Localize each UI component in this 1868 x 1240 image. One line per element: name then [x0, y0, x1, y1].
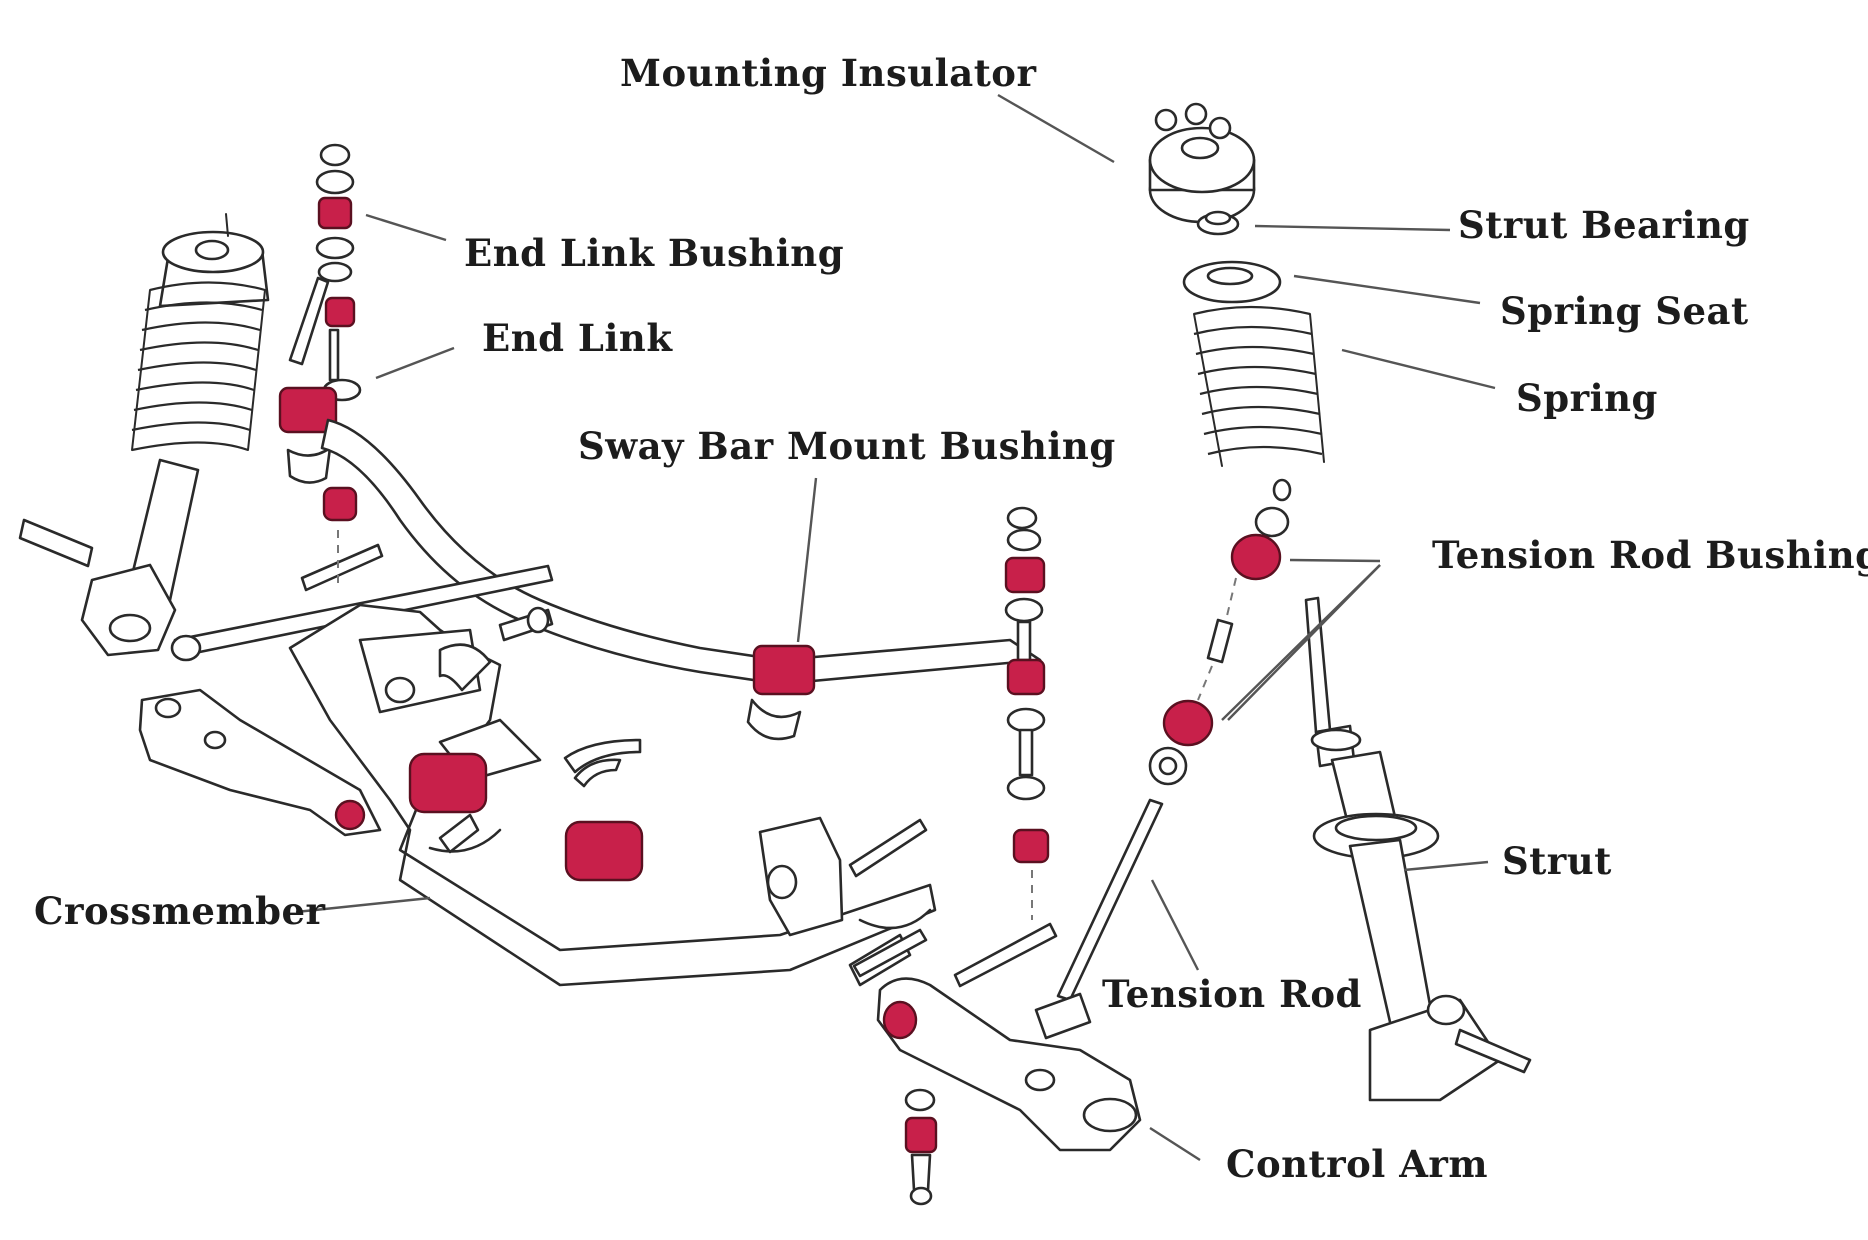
label-tension-rod-bushings: Tension Rod Bushings — [1432, 533, 1868, 577]
sway-bar-mount-bushing-right — [752, 644, 816, 696]
bolt-center — [953, 922, 1058, 988]
tension-rod-bushing-stack — [1148, 478, 1292, 786]
tension-rod-bushing-lower — [1162, 699, 1214, 747]
end-link-bushing-lower — [324, 296, 356, 328]
label-crossmember: Crossmember — [34, 889, 326, 933]
left-control-arm — [138, 688, 382, 837]
end-link-bushing-right-lower — [1006, 658, 1046, 696]
crossmember-bushing-right — [564, 820, 644, 882]
left-strut-assembly — [18, 213, 270, 657]
right-strut-top-stack — [1148, 102, 1325, 467]
end-link-bushing-right-upper — [1004, 556, 1046, 594]
label-tension-rod: Tension Rod — [1102, 972, 1362, 1016]
right-control-arm — [876, 977, 1142, 1152]
crossmember-bushing-left — [408, 752, 488, 814]
label-mounting-insulator: Mounting Insulator — [620, 51, 1037, 95]
label-end-link: End Link — [482, 316, 673, 360]
label-strut: Strut — [1502, 839, 1612, 883]
end-link-bushing-right-bottom — [1012, 828, 1050, 864]
label-spring-seat: Spring Seat — [1500, 289, 1749, 333]
end-link-bushing-upper — [317, 196, 353, 230]
label-control-arm: Control Arm — [1226, 1142, 1489, 1186]
ball-joint-bushing — [904, 1116, 938, 1154]
bolt-lower — [852, 928, 928, 978]
tension-rod-part — [1034, 798, 1164, 1040]
sway-bar-left-mount-bushing — [278, 386, 338, 434]
label-sway-bar-mount-bushing: Sway Bar Mount Bushing — [578, 424, 1116, 468]
right-end-link-stack — [1004, 506, 1050, 864]
label-strut-bearing: Strut Bearing — [1458, 203, 1750, 247]
right-strut-body — [1304, 596, 1532, 1102]
label-end-link-bushing: End Link Bushing — [464, 231, 845, 275]
left-end-link-stack — [278, 143, 384, 592]
tension-rod-bushing-upper — [1230, 533, 1282, 581]
leader-lines — [295, 93, 1496, 1162]
ball-joint — [904, 1088, 938, 1206]
end-link-bushing-bottom — [322, 486, 358, 522]
label-spring: Spring — [1516, 376, 1658, 420]
